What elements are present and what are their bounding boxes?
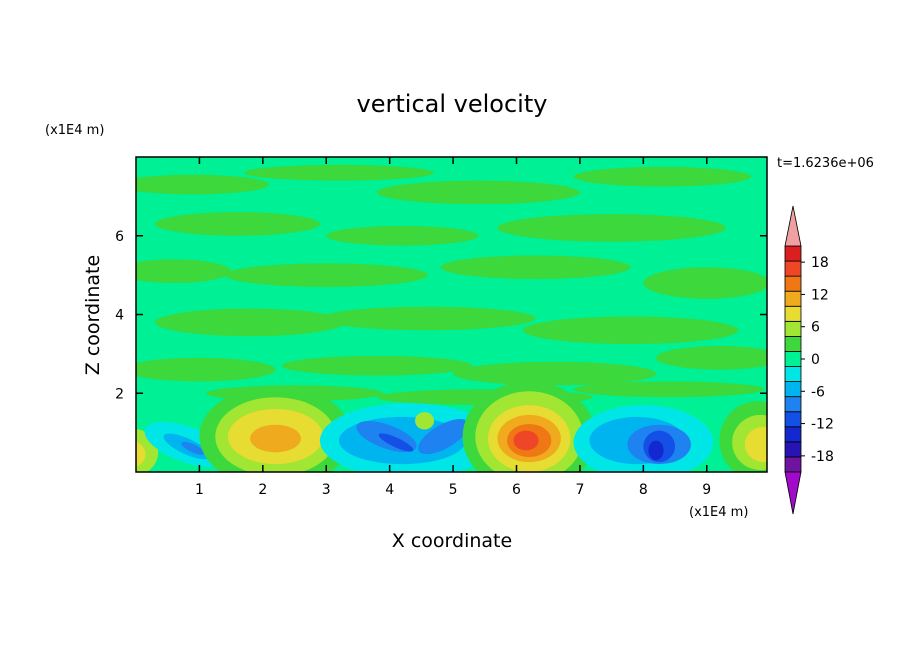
contour-fill (656, 346, 767, 370)
x-tick-label: 4 (385, 482, 394, 498)
x-tick-label: 7 (575, 482, 584, 498)
contour-fill (378, 433, 414, 452)
chart-title: vertical velocity (357, 90, 548, 118)
contour-fill (250, 424, 301, 453)
contour-fill (281, 355, 473, 376)
contour-fill (440, 255, 631, 280)
contour-fill (243, 164, 435, 181)
colorbar-box (784, 320, 802, 337)
contour-fill (155, 308, 346, 337)
colorbar-box (784, 275, 802, 292)
colorbar-tick-label: 6 (811, 320, 820, 336)
contour-fill (181, 441, 205, 455)
colorbar-box (784, 366, 802, 382)
contour-fill (136, 174, 270, 195)
contour-fill (643, 267, 767, 299)
colorbar-box (784, 335, 802, 352)
contour-fill (326, 225, 479, 246)
colorbar-box (784, 411, 802, 428)
y-unit: (x1E4 m) (45, 123, 104, 138)
colorbar-box (784, 426, 802, 443)
contour-fill (136, 441, 146, 467)
colorbar-under (784, 471, 802, 515)
contour-fill (497, 214, 726, 242)
x-axis-label: X coordinate (392, 530, 512, 552)
x-tick-label: 3 (322, 482, 331, 498)
colorbar-box (784, 456, 802, 473)
y-axis-label: Z coordinate (82, 255, 104, 375)
x-unit: (x1E4 m) (689, 505, 748, 520)
colorbar-tick-label: -6 (811, 384, 825, 400)
contour-fill (744, 426, 767, 463)
contour-fill (376, 180, 580, 205)
contour-fill (136, 259, 232, 283)
x-tick-label: 2 (258, 482, 267, 498)
x-tick-label: 6 (512, 482, 521, 498)
x-tick-label: 8 (639, 482, 648, 498)
y-tick-label: 6 (115, 229, 124, 245)
x-tick-label: 1 (195, 482, 204, 498)
colorbar-box (784, 396, 802, 413)
contour-fill (319, 306, 536, 331)
contour-fill (136, 357, 276, 382)
contour-fill (513, 430, 539, 451)
time-label: t=1.6236e+06 (777, 156, 874, 171)
contour-fill (573, 166, 752, 187)
contour-fill (453, 361, 657, 386)
contour-fill (415, 412, 435, 430)
contour-fill (155, 212, 320, 236)
colorbar-tick-label: 18 (811, 255, 829, 271)
y-tick-label: 2 (115, 386, 124, 402)
colorbar-box (784, 260, 802, 277)
y-tick-label: 4 (115, 308, 124, 324)
colorbar-tick-label: -18 (811, 449, 834, 465)
contour-fill (648, 440, 664, 461)
contour-fill (573, 381, 764, 398)
colorbar-box (784, 381, 802, 398)
x-tick-label: 5 (449, 482, 458, 498)
colorbar-box (784, 351, 802, 367)
colorbar-box (784, 441, 802, 458)
colorbar-tick-label: 12 (811, 287, 829, 303)
contour-fill (418, 419, 469, 455)
colorbar-box (784, 290, 802, 307)
contour-field (136, 157, 767, 472)
colorbar-box (784, 305, 802, 322)
colorbar-tick-label: 0 (811, 352, 820, 368)
colorbar-box (784, 245, 802, 262)
colorbar-over (784, 205, 802, 247)
contour-fill (224, 263, 428, 287)
contour-fill (522, 316, 739, 345)
colorbar-tick-label: -12 (811, 417, 834, 433)
x-tick-label: 9 (702, 482, 711, 498)
